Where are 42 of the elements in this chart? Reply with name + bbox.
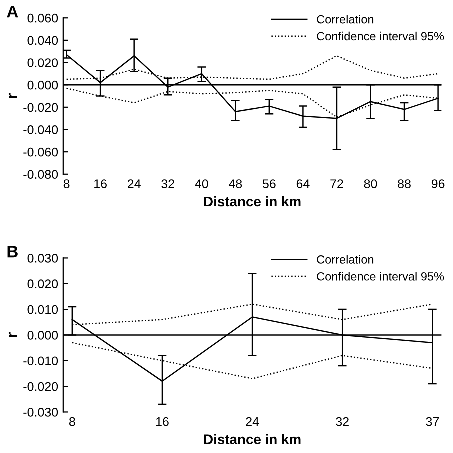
x-tick-label: 8 (64, 180, 70, 188)
x-tick-label: 37 (426, 417, 439, 426)
legend-label: Confidence interval 95% (317, 32, 444, 41)
x-axis-title: Distance in km (204, 434, 301, 444)
x-tick-label: 40 (195, 180, 208, 188)
legend-label: Confidence interval 95% (317, 272, 444, 281)
chart-title: A (7, 6, 18, 18)
y-tick-label: 0.020 (28, 58, 58, 68)
chart-title: B (8, 246, 18, 258)
y-tick-label: 0.030 (28, 254, 58, 263)
x-tick-label: 64 (296, 180, 310, 188)
y-tick-label: -0.030 (24, 408, 58, 417)
x-tick-label: 48 (228, 180, 242, 188)
y-tick-label: -0.020 (24, 382, 58, 392)
x-tick-label: 72 (330, 180, 344, 188)
x-tick-label: 16 (94, 180, 107, 188)
y-tick-label: -0.020 (24, 103, 58, 112)
y-axis-title: r (8, 94, 18, 98)
y-axis-title: r (8, 332, 18, 338)
y-tick-label: -0.080 (24, 170, 58, 180)
y-tick-label: -0.040 (24, 126, 58, 134)
x-tick-label: 32 (162, 180, 174, 188)
y-tick-label: 0.020 (28, 280, 58, 289)
x-tick-label: 24 (128, 180, 141, 188)
x-tick-label: 32 (336, 417, 349, 426)
y-tick-label: 0.040 (28, 36, 58, 46)
legend-label: Correlation (317, 255, 374, 264)
x-tick-label: 16 (156, 417, 169, 426)
x-tick-label: 96 (432, 180, 445, 188)
x-tick-label: 88 (398, 180, 411, 188)
x-axis-title: Distance in km (204, 196, 301, 207)
x-tick-label: 80 (364, 180, 378, 188)
x-tick-label: 24 (246, 417, 260, 426)
x-tick-label: 56 (262, 180, 276, 188)
y-tick-label: 0.000 (28, 331, 58, 340)
x-tick-label: 8 (69, 417, 76, 426)
y-tick-label: 0.060 (28, 14, 58, 23)
y-tick-label: -0.060 (24, 148, 58, 157)
y-tick-label: 0.000 (28, 80, 58, 90)
y-tick-label: -0.010 (24, 356, 58, 366)
y-tick-label: 0.010 (28, 305, 58, 314)
legend-label: Correlation (317, 15, 374, 24)
